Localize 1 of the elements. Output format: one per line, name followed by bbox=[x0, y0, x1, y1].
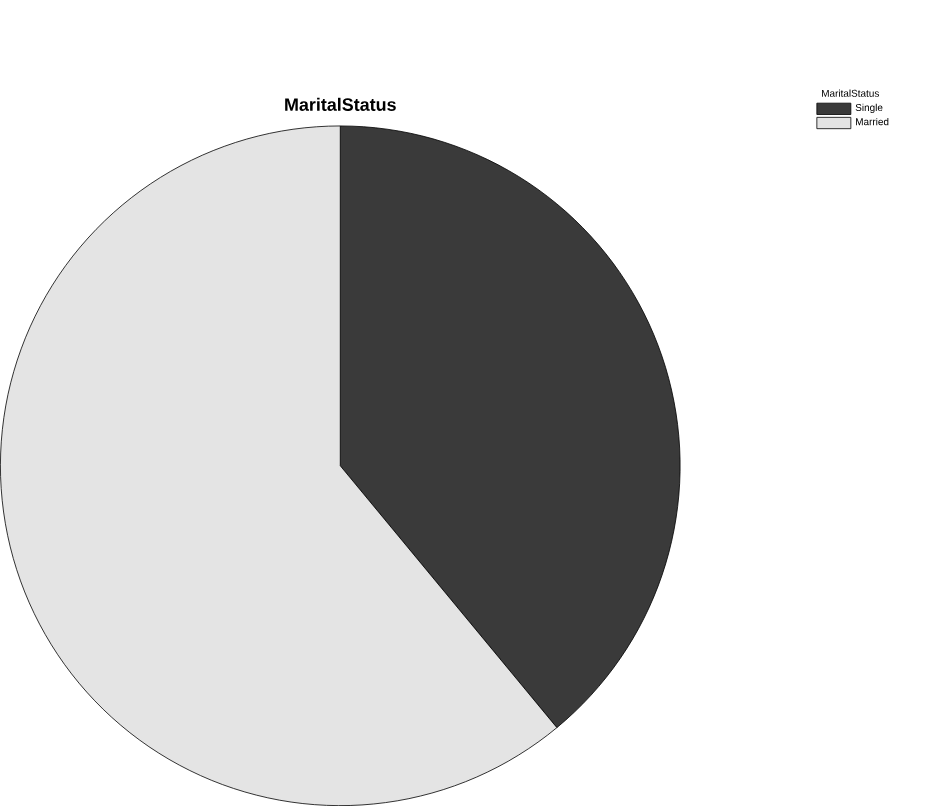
chart-title: MaritalStatus bbox=[285, 97, 396, 111]
